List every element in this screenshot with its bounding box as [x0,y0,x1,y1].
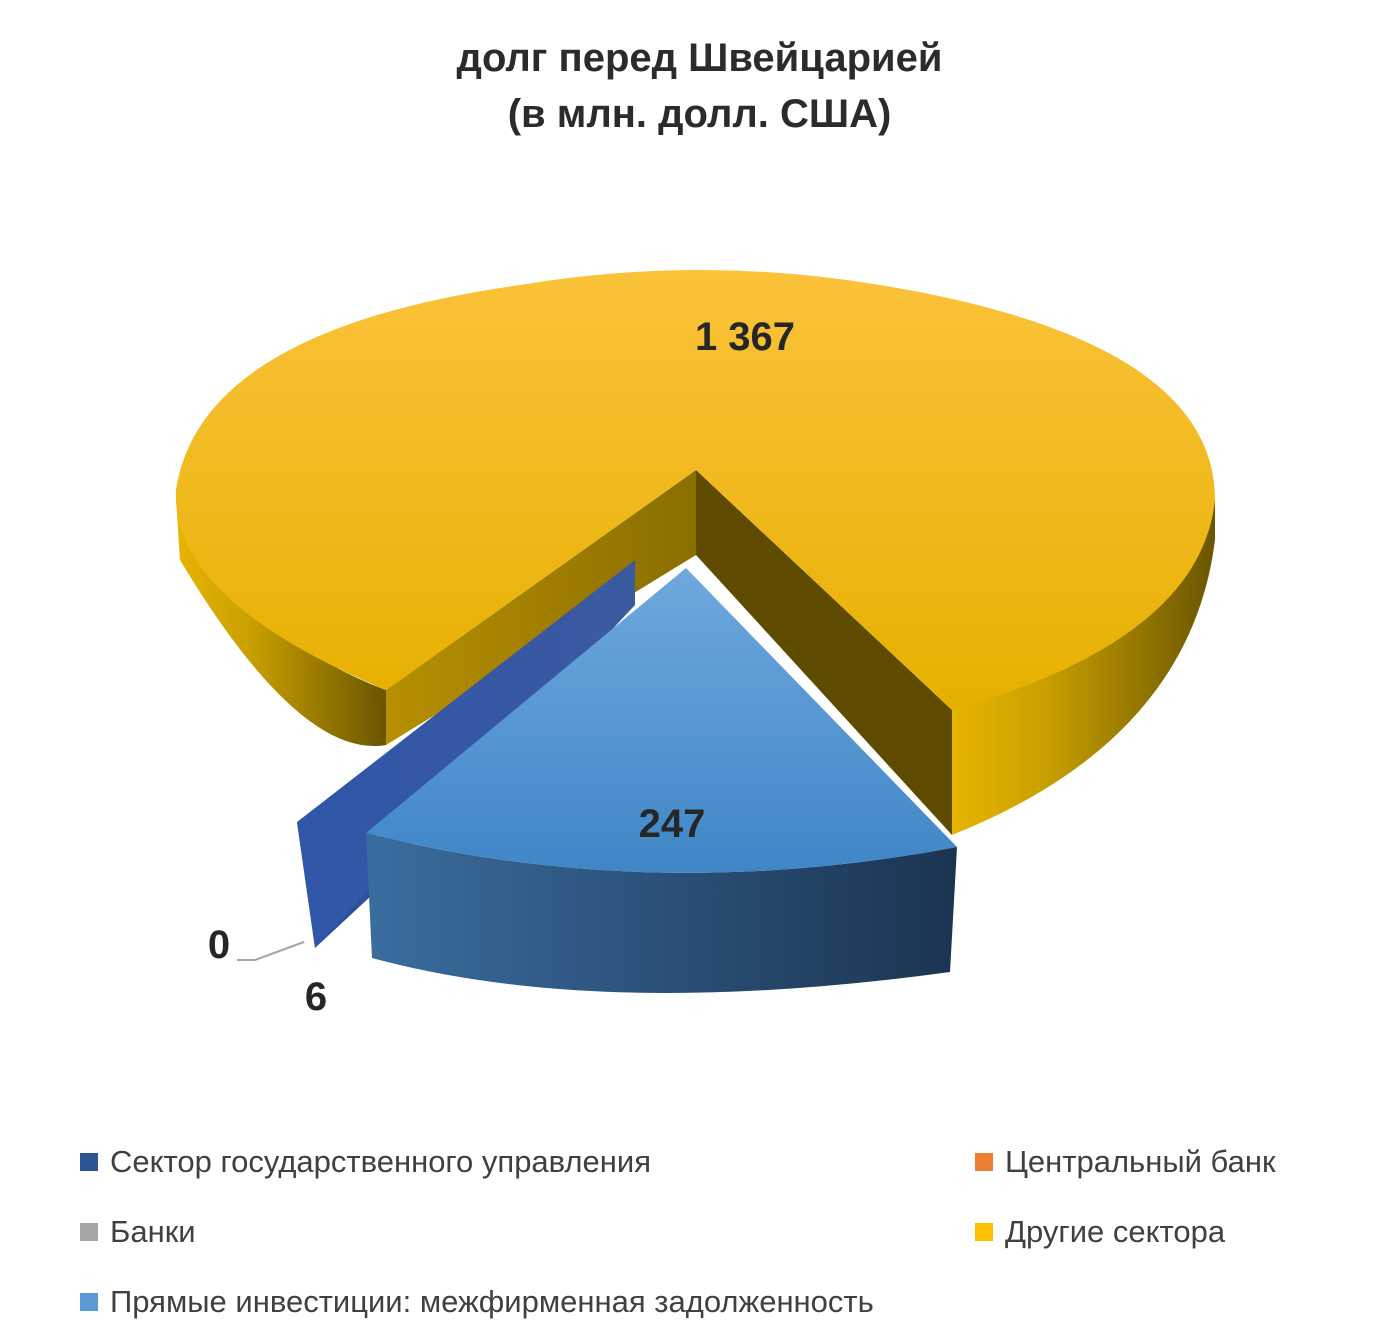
leader-line [237,941,305,961]
slice-pryamye-investicii [366,568,957,993]
slice-pryamye-investicii-top [366,568,957,873]
slice-drugie-sektora [175,270,1215,835]
slice-drugie-sektora-cut-wall [696,470,952,835]
data-label-pryamye-investicii: 247 [639,802,706,846]
slice-pryamye-investicii-side [366,833,957,993]
pie-slices [175,270,1215,993]
slice-drugie-sektora-outer-wall [952,500,1215,835]
chart-title-line1: долг перед Швейцарией [456,36,943,80]
chart-title-line2: (в млн. долл. США) [507,92,892,136]
data-label-banki: 0 [208,923,230,967]
slice-drugie-sektora-inner-wall [386,470,696,745]
slice-drugie-sektora-side [176,498,386,747]
data-label-drugie-sektora: 1 367 [695,315,795,359]
data-label-sektor-gos: 6 [305,975,327,1019]
slice-drugie-sektora-top [175,270,1215,710]
chart-title: долг перед Швейцарией (в млн. долл. США) [0,30,1399,142]
data-labels: 1 367 247 0 6 [208,315,795,1019]
